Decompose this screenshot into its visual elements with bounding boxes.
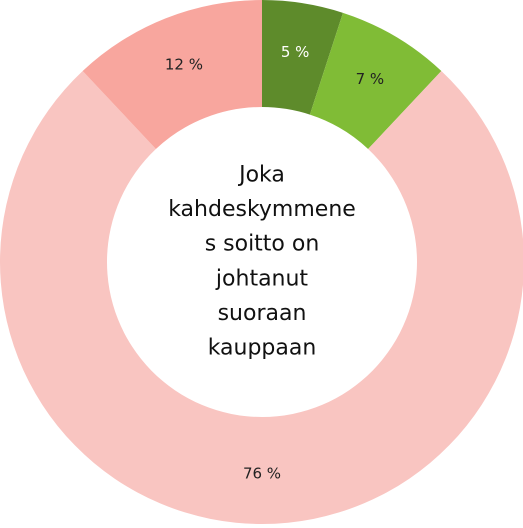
donut-slice [82,0,263,150]
slice-label: 7 % [356,70,385,88]
center-text: s soitto on [205,232,320,257]
donut-slice [0,71,523,524]
center-text: kahdeskymmene [168,197,356,222]
center-text: kauppaan [208,336,317,361]
slice-label: 76 % [243,465,281,483]
center-text: suoraan [218,301,307,326]
center-text: johtanut [215,266,309,291]
donut-slice [262,0,343,115]
slice-label: 5 % [281,43,310,61]
center-text: Joka [237,163,285,188]
donut-slice [309,12,442,150]
slice-label: 12 % [165,55,203,73]
